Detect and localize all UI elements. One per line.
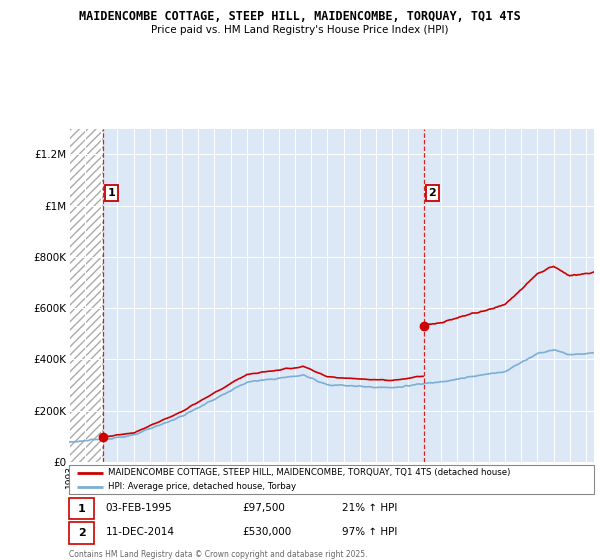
Text: £530,000: £530,000 [242, 528, 292, 538]
Text: 03-FEB-1995: 03-FEB-1995 [106, 503, 172, 513]
Text: 2: 2 [428, 188, 436, 198]
Text: Contains HM Land Registry data © Crown copyright and database right 2025.
This d: Contains HM Land Registry data © Crown c… [69, 550, 367, 560]
Text: 11-DEC-2014: 11-DEC-2014 [106, 528, 175, 538]
Bar [69, 129, 103, 462]
Text: MAIDENCOMBE COTTAGE, STEEP HILL, MAIDENCOMBE, TORQUAY, TQ1 4TS (detached house): MAIDENCOMBE COTTAGE, STEEP HILL, MAIDENC… [109, 468, 511, 477]
Text: MAIDENCOMBE COTTAGE, STEEP HILL, MAIDENCOMBE, TORQUAY, TQ1 4TS: MAIDENCOMBE COTTAGE, STEEP HILL, MAIDENC… [79, 10, 521, 22]
Text: 2: 2 [78, 528, 85, 538]
Text: HPI: Average price, detached house, Torbay: HPI: Average price, detached house, Torb… [109, 482, 296, 491]
Text: £97,500: £97,500 [242, 503, 285, 513]
Text: 1: 1 [107, 188, 115, 198]
Text: 97% ↑ HPI: 97% ↑ HPI [342, 528, 397, 538]
Text: Price paid vs. HM Land Registry's House Price Index (HPI): Price paid vs. HM Land Registry's House … [151, 25, 449, 35]
Text: 21% ↑ HPI: 21% ↑ HPI [342, 503, 397, 513]
Bar [69, 522, 94, 544]
Text: 1: 1 [78, 504, 85, 514]
Bar [69, 498, 94, 519]
Bar [69, 129, 103, 462]
